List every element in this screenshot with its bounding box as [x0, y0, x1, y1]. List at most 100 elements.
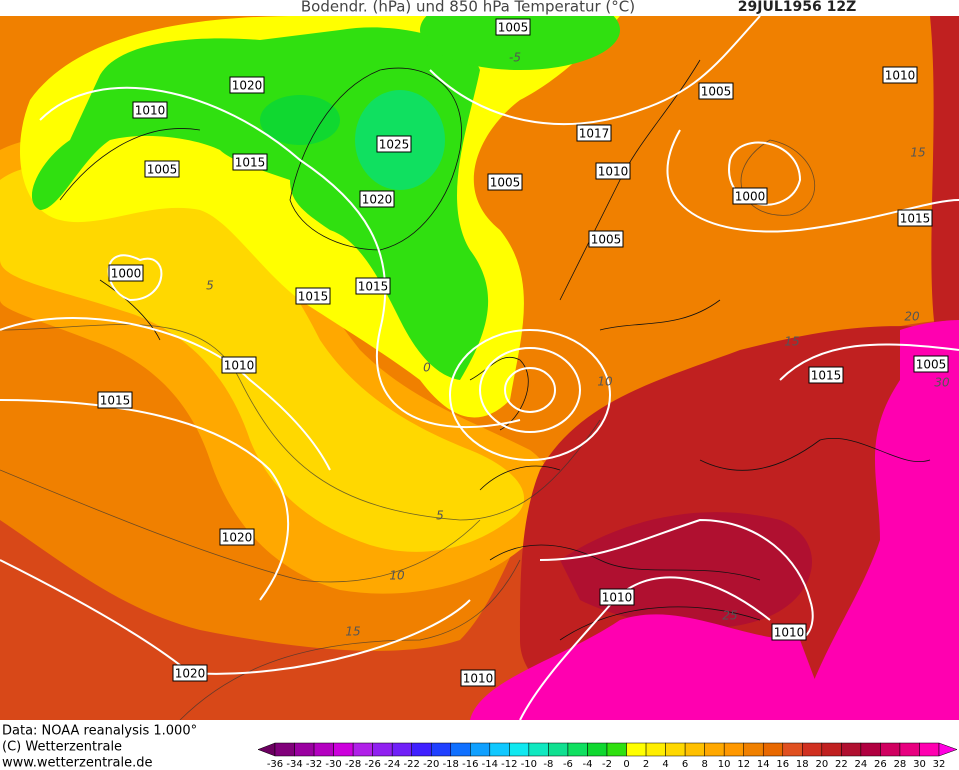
isobar-label: 1010 [602, 591, 633, 605]
colorbar-label: 32 [933, 759, 946, 770]
colorbar-label: 26 [874, 759, 887, 770]
colorbar-label: -10 [521, 759, 537, 770]
isobar-label-box [355, 277, 391, 295]
colorbar-label: -30 [325, 759, 341, 770]
colorbar-swatch [782, 742, 803, 757]
isobar-label-box [897, 209, 933, 227]
colorbar-label: -14 [482, 759, 498, 770]
isobar-label-box [232, 153, 268, 171]
colorbar-label: 22 [835, 759, 848, 770]
colorbar-label: -4 [582, 759, 592, 770]
isobar-label-box [698, 82, 734, 100]
isobar-label-box [172, 664, 208, 682]
isobar-label: 1010 [463, 672, 494, 686]
colorbar-swatch [450, 742, 471, 757]
colorbar-swatch [372, 742, 393, 757]
colorbar-label: 12 [737, 759, 750, 770]
isobar-label-box [882, 66, 918, 84]
colorbar-swatch [528, 742, 549, 757]
colorbar-swatch [665, 742, 686, 757]
colorbar-label: -26 [364, 759, 380, 770]
temperature-label: 15 [910, 146, 925, 160]
isobar-label: 1005 [147, 163, 178, 177]
header-band [0, 0, 959, 16]
temperature-label: 5 [206, 279, 214, 293]
colorbar-label: -32 [306, 759, 322, 770]
isobar-label-box [359, 190, 395, 208]
colorbar-label: 6 [682, 759, 688, 770]
isobar-label-box [487, 173, 523, 191]
temperature-label: 25 [722, 609, 737, 623]
colorbar-label: 0 [623, 759, 629, 770]
colorbar-label: -24 [384, 759, 400, 770]
colorbar-label: -34 [286, 759, 302, 770]
colorbar-swatch [841, 742, 862, 757]
colorbar-label: -18 [443, 759, 459, 770]
colorbar-swatch [430, 742, 452, 757]
colorbar-label: -28 [345, 759, 361, 770]
isobar-label: 1015 [900, 212, 931, 226]
map-title: Bodendr. (hPa) und 850 hPa Temperatur (°… [301, 0, 635, 16]
colorbar-swatch [626, 742, 647, 757]
colorbar-label: -20 [423, 759, 439, 770]
colorbar-swatch [919, 742, 940, 757]
isobar-label-box [808, 366, 844, 384]
colorbar-label: 14 [757, 759, 770, 770]
temperature-label: 10 [389, 569, 405, 583]
colorbar-swatch [743, 742, 764, 757]
colorbar-label: 20 [815, 759, 828, 770]
colorbar-swatch [860, 742, 881, 757]
colorbar-label: -8 [543, 759, 553, 770]
footer-line: www.wetterzentrale.de [2, 756, 152, 770]
isobar-label-box [229, 76, 265, 94]
map: 1005102010101015100510251020100510171010… [0, 0, 959, 721]
isobar-label-box [913, 355, 949, 373]
colorbar: -36 -34 -32 -30 -28 -26 -24 -22 -20 -18 -16 -14 -12-… [257, 742, 958, 770]
colorbar-label: 16 [776, 759, 789, 770]
colorbar-swatch [333, 742, 354, 757]
colorbar-swatch [762, 742, 784, 757]
isobar-label-box [732, 187, 768, 205]
colorbar-swatch [567, 742, 588, 757]
colorbar-label: -6 [563, 759, 573, 770]
isobar-label-box [599, 588, 635, 606]
isobar-label: 1005 [701, 85, 732, 99]
isobar-label: 1020 [175, 667, 206, 681]
cold-core [260, 95, 340, 145]
isobar-label: 1010 [224, 359, 255, 373]
colorbar-swatch [684, 742, 705, 757]
isobar-label: 1000 [735, 190, 766, 204]
isobar-labels: 1005102010101015100510251020100510171010… [97, 18, 949, 687]
colorbar-swatch [645, 742, 666, 757]
isobar-label-box [132, 101, 168, 119]
isobar-label: 1025 [379, 138, 410, 152]
colorbar-label: 28 [894, 759, 907, 770]
colorbar-label: -2 [602, 759, 612, 770]
colorbar-swatch [489, 742, 510, 757]
temperature-label: 15 [345, 625, 360, 639]
colorbar-swatch [606, 742, 627, 757]
map-date: 29JUL1956 12Z [738, 0, 856, 15]
magenta-zone [470, 614, 830, 720]
isobar-label-box [108, 264, 144, 282]
temperature-label: 15 [784, 335, 799, 349]
isobar-label: 1015 [100, 394, 131, 408]
colorbar-arrow [938, 742, 958, 757]
colorbar-swatch [470, 742, 491, 757]
colorbar-swatch [704, 742, 725, 757]
isobar-label: 1010 [885, 69, 916, 83]
colorbar-swatch [313, 742, 334, 757]
isobar-label-box [495, 18, 531, 36]
isobar-label: 1015 [235, 156, 266, 170]
colorbar-label: 30 [913, 759, 926, 770]
colorbar-swatch [274, 742, 295, 757]
isobar-label-box [588, 230, 624, 248]
colorbar-label: -22 [404, 759, 420, 770]
colorbar-label: 8 [701, 759, 707, 770]
isobar-label: 1015 [358, 280, 389, 294]
colorbar-swatch [821, 742, 842, 757]
colorbar-label: -36 [267, 759, 283, 770]
colorbar-swatch [802, 742, 823, 757]
temperature-label: -5 [509, 51, 521, 65]
